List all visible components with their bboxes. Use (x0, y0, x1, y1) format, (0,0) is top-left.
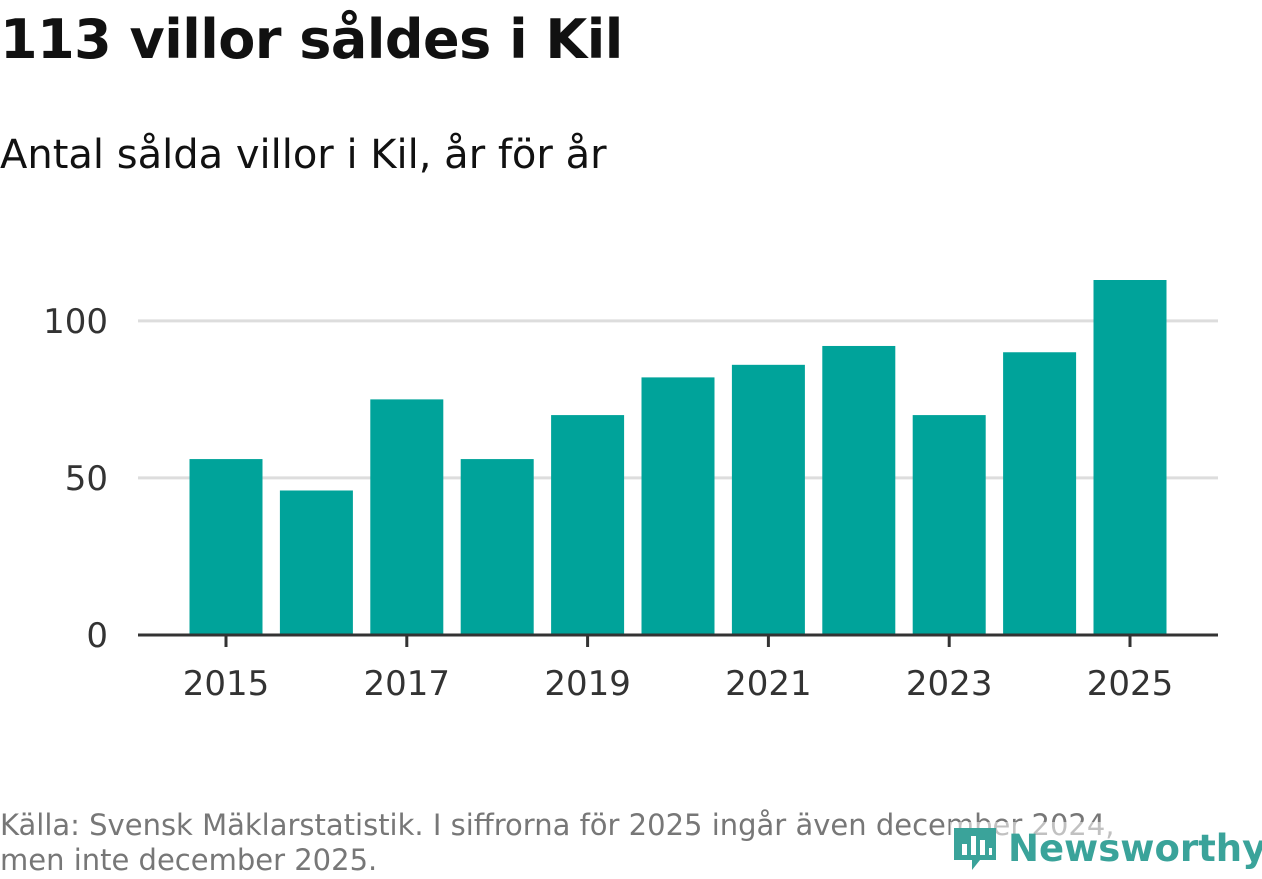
bars (189, 280, 1167, 635)
y-tick-label: 100 (43, 302, 108, 342)
source-note: Källa: Svensk Mäklarstatistik. I siffror… (0, 808, 1200, 878)
bar-2025 (1093, 280, 1167, 635)
y-tick-label: 50 (65, 459, 108, 499)
x-tick-label: 2019 (544, 664, 631, 704)
source-line-1: Källa: Svensk Mäklarstatistik. I siffror… (0, 808, 1115, 842)
bar-2024 (1003, 352, 1077, 635)
bar-2023 (912, 415, 986, 635)
bar-2015 (189, 459, 263, 635)
bar-2018 (460, 459, 534, 635)
bar-2017 (370, 399, 444, 635)
y-tick-label: 0 (86, 616, 108, 656)
axes: 0 50 100 2015 2017 2019 2021 2023 2025 (43, 302, 1218, 704)
x-tick-label: 2017 (364, 664, 451, 704)
bar-2019 (551, 415, 625, 635)
x-tick-label: 2015 (183, 664, 270, 704)
newsworthy-logo-text: Newsworthy (1008, 826, 1262, 870)
x-tick-label: 2021 (725, 664, 812, 704)
source-line-2: men inte december 2025. (0, 843, 378, 877)
x-tick-label: 2023 (906, 664, 993, 704)
bar-2022 (822, 345, 896, 635)
newsworthy-logo-icon (954, 828, 996, 870)
chart-title: 113 villor såldes i Kil (0, 8, 623, 71)
bar-2020 (641, 377, 715, 635)
chart-subtitle: Antal sålda villor i Kil, år för år (0, 132, 607, 178)
bar-chart: 0 50 100 2015 2017 2019 2021 2023 2025 (43, 280, 1218, 704)
bar-2021 (731, 364, 805, 635)
bar-2016 (279, 490, 353, 635)
x-tick-label: 2025 (1087, 664, 1174, 704)
newsworthy-logo: Newsworthy (950, 822, 1262, 874)
